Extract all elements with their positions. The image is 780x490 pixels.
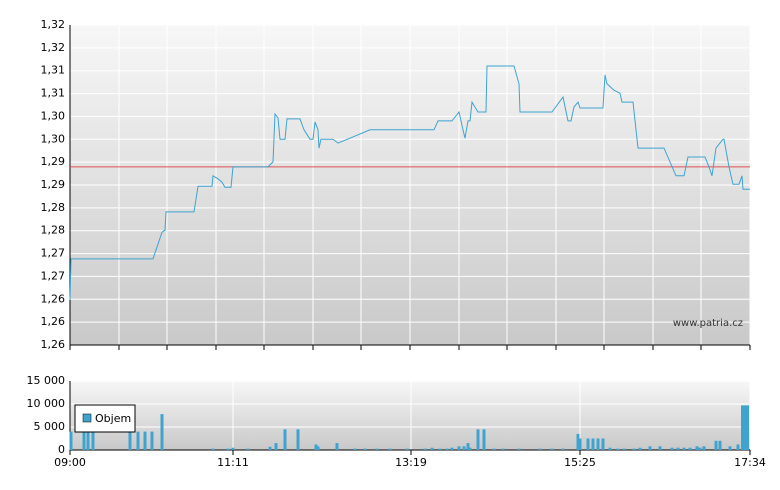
y-tick-label: 1,28 — [41, 224, 66, 237]
volume-bar — [82, 431, 86, 450]
y-tick-label: 1,26 — [41, 338, 66, 351]
volume-bar — [69, 431, 73, 450]
volume-bar — [375, 448, 379, 450]
volume-bar — [388, 448, 392, 450]
volume-bar — [363, 448, 367, 450]
legend: Objem — [74, 404, 136, 433]
volume-bar — [283, 429, 287, 450]
x-tick-label: 15:25 — [564, 456, 596, 469]
y-tick-label: 15 000 — [27, 374, 66, 387]
volume-bar — [457, 446, 461, 450]
volume-bar — [438, 448, 442, 450]
volume-bar — [670, 447, 674, 450]
y-tick-label: 1,27 — [41, 247, 66, 260]
x-tick-label: 13:19 — [395, 456, 427, 469]
volume-bar — [466, 443, 470, 450]
volume-bar — [160, 414, 164, 450]
volume-bar — [211, 448, 215, 450]
volume-bar — [143, 431, 147, 450]
y-tick-label: 1,27 — [41, 269, 66, 282]
volume-bar — [462, 446, 466, 450]
volume-bar — [335, 443, 339, 450]
volume-bar — [578, 438, 582, 450]
volume-bar — [648, 446, 652, 450]
volume-bar — [482, 429, 486, 450]
volume-bar — [423, 448, 427, 450]
volume-bar — [608, 447, 612, 450]
volume-bar — [596, 438, 600, 450]
y-tick-label: 1,29 — [41, 155, 66, 168]
volume-bar — [601, 438, 605, 450]
y-tick-label: 1,31 — [41, 87, 66, 100]
volume-bar — [353, 448, 357, 450]
volume-bar — [492, 448, 496, 450]
volume-plot-area — [70, 381, 750, 450]
volume-bar — [676, 447, 680, 450]
x-tick-label: 09:00 — [54, 456, 86, 469]
y-tick-label: 1,32 — [41, 41, 66, 54]
volume-bar — [517, 448, 521, 450]
volume-bar — [638, 447, 642, 450]
volume-bar — [314, 444, 318, 450]
volume-bar — [316, 446, 320, 450]
volume-bar — [576, 433, 580, 450]
volume-bar — [246, 448, 250, 450]
volume-bar — [468, 447, 472, 450]
x-tick-label: 17:34 — [734, 456, 766, 469]
y-tick-label: 1,26 — [41, 315, 66, 328]
x-tick-label: 11:11 — [217, 456, 249, 469]
volume-bar — [698, 447, 702, 450]
y-tick-label: 1,30 — [41, 109, 66, 122]
volume-bar — [136, 431, 140, 450]
y-tick-label: 1,30 — [41, 132, 66, 145]
y-tick-label: 1,26 — [41, 292, 66, 305]
price-line — [69, 65, 750, 301]
volume-bar — [274, 443, 278, 450]
volume-bar — [430, 447, 434, 450]
volume-bar — [226, 448, 230, 450]
volume-bar — [658, 446, 662, 450]
volume-bar — [128, 431, 132, 450]
y-tick-label: 5 000 — [34, 420, 66, 433]
volume-bar — [561, 448, 565, 450]
volume-bar — [231, 447, 235, 450]
y-tick-label: 10 000 — [27, 397, 66, 410]
volume-bar — [86, 431, 90, 450]
volume-bar — [296, 429, 300, 450]
y-tick-label: 1,31 — [41, 64, 66, 77]
volume-bar — [616, 448, 620, 450]
volume-bar — [741, 405, 749, 450]
y-tick-label: 1,28 — [41, 201, 66, 214]
volume-bar — [445, 448, 449, 450]
y-tick-label: 0 — [58, 443, 65, 456]
volume-bar — [695, 446, 699, 450]
volume-bar — [268, 446, 272, 450]
volume-bar — [736, 444, 740, 450]
volume-bar — [405, 448, 409, 450]
volume-bar — [550, 448, 554, 450]
volume-bar — [591, 438, 595, 450]
volume-bar — [586, 438, 590, 450]
volume-bar — [501, 448, 505, 450]
volume-bar — [714, 440, 718, 450]
volume-bar — [622, 448, 626, 450]
y-tick-label: 1,32 — [41, 18, 66, 31]
volume-bar — [476, 429, 480, 450]
volume-bar — [718, 440, 722, 450]
volume-bar — [688, 447, 692, 450]
volume-bar — [702, 446, 706, 450]
watermark: www.patria.cz — [673, 318, 743, 329]
volume-bar — [632, 448, 636, 450]
volume-bar — [728, 446, 732, 450]
volume-bar — [91, 431, 95, 450]
volume-bar — [150, 431, 154, 450]
volume-bar — [682, 447, 686, 450]
legend-label: Objem — [95, 412, 131, 425]
volume-bar — [450, 447, 454, 450]
y-tick-label: 1,29 — [41, 178, 66, 191]
legend-swatch — [82, 413, 92, 423]
volume-bar — [538, 448, 542, 450]
